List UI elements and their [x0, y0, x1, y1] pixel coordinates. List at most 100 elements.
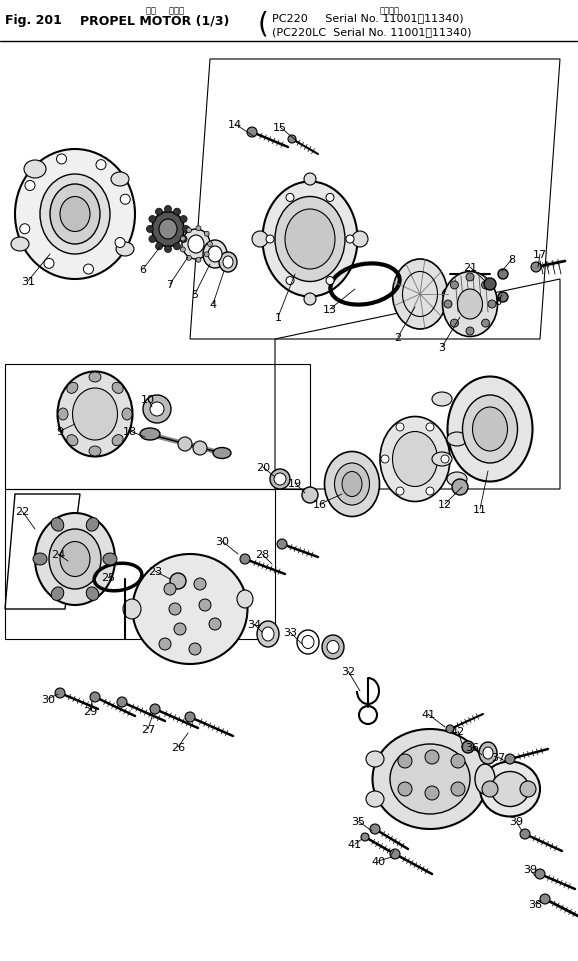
Circle shape — [426, 424, 434, 431]
Text: 33: 33 — [283, 628, 297, 637]
Text: 3: 3 — [439, 343, 446, 353]
Text: PROPEL MOTOR (1/3): PROPEL MOTOR (1/3) — [80, 14, 229, 27]
Text: 40: 40 — [371, 856, 385, 866]
Circle shape — [484, 279, 496, 290]
Ellipse shape — [57, 372, 132, 457]
Circle shape — [196, 227, 201, 232]
Circle shape — [143, 396, 171, 424]
Ellipse shape — [219, 253, 237, 273]
Text: 25: 25 — [101, 573, 115, 582]
Ellipse shape — [324, 452, 380, 517]
Text: 9: 9 — [57, 427, 64, 436]
Text: 17: 17 — [533, 250, 547, 259]
Circle shape — [266, 235, 274, 244]
Text: 8: 8 — [494, 297, 502, 307]
Ellipse shape — [116, 243, 134, 257]
Ellipse shape — [40, 175, 110, 255]
Circle shape — [96, 160, 106, 170]
Ellipse shape — [257, 622, 279, 648]
Circle shape — [451, 782, 465, 796]
Text: 21: 21 — [463, 262, 477, 273]
Circle shape — [25, 182, 35, 191]
Circle shape — [540, 894, 550, 904]
Text: 29: 29 — [83, 706, 97, 716]
Text: 13: 13 — [323, 305, 337, 314]
Circle shape — [252, 232, 268, 248]
Text: 8: 8 — [509, 255, 516, 264]
Circle shape — [146, 226, 154, 234]
Ellipse shape — [203, 241, 227, 269]
Ellipse shape — [223, 257, 233, 269]
Circle shape — [189, 643, 201, 655]
Ellipse shape — [275, 197, 345, 283]
Circle shape — [169, 604, 181, 615]
Text: 36: 36 — [465, 742, 479, 752]
Text: 32: 32 — [341, 666, 355, 677]
Circle shape — [174, 624, 186, 635]
Circle shape — [180, 236, 187, 243]
Text: 31: 31 — [21, 277, 35, 286]
Circle shape — [498, 293, 508, 303]
Circle shape — [55, 688, 65, 699]
Ellipse shape — [182, 230, 210, 259]
Circle shape — [208, 242, 213, 247]
Circle shape — [505, 754, 515, 764]
Ellipse shape — [132, 554, 247, 664]
Circle shape — [209, 618, 221, 630]
Text: 38: 38 — [528, 899, 542, 909]
Ellipse shape — [35, 513, 115, 605]
Ellipse shape — [86, 587, 99, 601]
Ellipse shape — [447, 377, 532, 482]
Ellipse shape — [159, 220, 177, 239]
Circle shape — [20, 225, 30, 234]
Circle shape — [396, 487, 404, 496]
Circle shape — [481, 282, 490, 289]
Circle shape — [326, 194, 334, 202]
Circle shape — [170, 574, 186, 589]
Circle shape — [150, 403, 164, 416]
Ellipse shape — [15, 150, 135, 280]
Circle shape — [398, 782, 412, 796]
Ellipse shape — [480, 762, 540, 817]
Circle shape — [302, 487, 318, 504]
Ellipse shape — [475, 764, 495, 794]
Circle shape — [450, 282, 458, 289]
Ellipse shape — [72, 388, 117, 440]
Circle shape — [304, 174, 316, 185]
Circle shape — [274, 474, 286, 485]
Text: 35: 35 — [351, 816, 365, 826]
Ellipse shape — [458, 289, 483, 320]
Text: (PC220LC  Serial No. 11001～11340): (PC220LC Serial No. 11001～11340) — [272, 27, 472, 37]
Text: 20: 20 — [256, 462, 270, 473]
Circle shape — [446, 726, 454, 733]
Circle shape — [462, 741, 474, 753]
Circle shape — [452, 480, 468, 496]
Ellipse shape — [432, 453, 452, 466]
Ellipse shape — [51, 587, 64, 601]
Circle shape — [180, 236, 186, 242]
Ellipse shape — [432, 393, 452, 407]
Circle shape — [115, 238, 125, 248]
Ellipse shape — [67, 435, 78, 446]
Circle shape — [451, 754, 465, 768]
Ellipse shape — [262, 183, 358, 297]
Ellipse shape — [327, 641, 339, 653]
Text: 10: 10 — [141, 395, 155, 405]
Ellipse shape — [67, 382, 78, 394]
Circle shape — [164, 583, 176, 596]
Circle shape — [117, 698, 127, 707]
Ellipse shape — [89, 447, 101, 456]
Circle shape — [352, 232, 368, 248]
Circle shape — [425, 751, 439, 764]
Ellipse shape — [342, 472, 362, 497]
Ellipse shape — [112, 435, 123, 446]
Ellipse shape — [103, 554, 117, 565]
Circle shape — [150, 704, 160, 714]
Ellipse shape — [491, 772, 529, 806]
Circle shape — [531, 262, 541, 273]
Ellipse shape — [50, 185, 100, 245]
Ellipse shape — [140, 429, 160, 440]
Text: 26: 26 — [171, 742, 185, 752]
Ellipse shape — [322, 635, 344, 659]
Circle shape — [482, 781, 498, 798]
